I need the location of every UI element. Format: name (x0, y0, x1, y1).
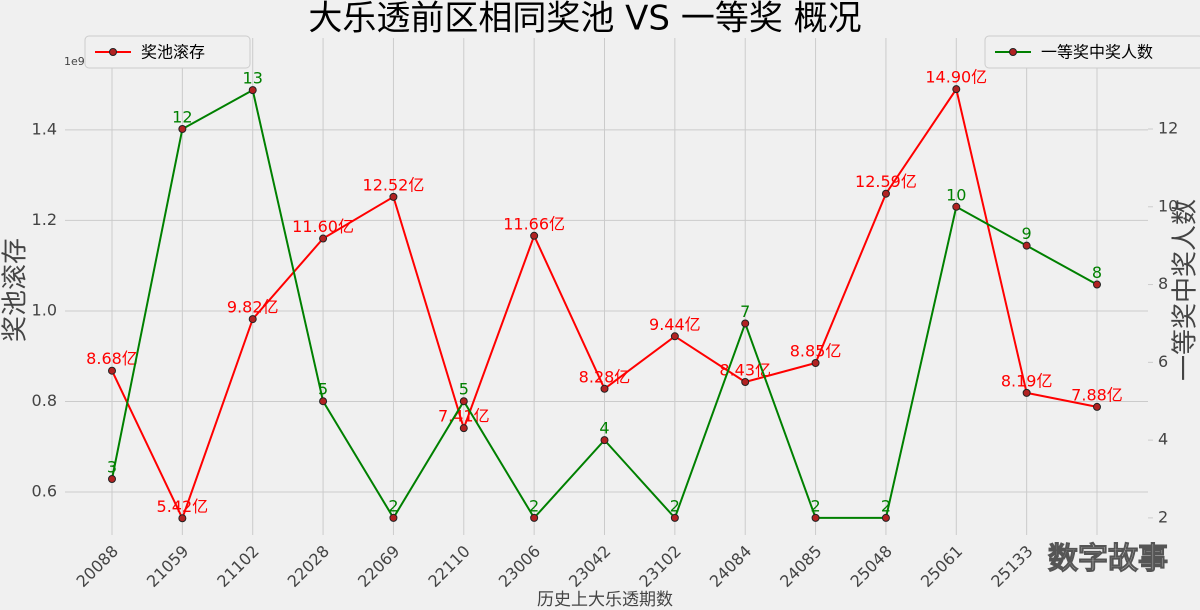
data-label: 5.42亿 (157, 497, 209, 516)
data-label: 2 (881, 496, 891, 515)
y-tick-label: 0.8 (32, 391, 57, 410)
point (881, 189, 890, 198)
data-label: 14.90亿 (925, 68, 987, 87)
point (952, 202, 961, 211)
point (1093, 280, 1101, 289)
point (1022, 241, 1031, 250)
y-tick-label: 1.2 (32, 210, 57, 229)
point (459, 397, 468, 406)
data-label: 9.44亿 (649, 315, 701, 334)
point (389, 192, 398, 201)
point (600, 436, 609, 445)
data-label: 2 (529, 496, 539, 515)
legend-label: 奖池滚存 (141, 43, 205, 62)
point (319, 397, 328, 406)
data-label: 8 (1092, 263, 1102, 282)
data-label: 11.66亿 (503, 214, 565, 233)
point (248, 315, 257, 324)
data-label: 4 (599, 419, 609, 438)
x-tick-label: 22028 (284, 542, 333, 591)
point (670, 332, 679, 341)
x-tick-label: 24084 (706, 542, 755, 591)
legend-marker (1009, 48, 1017, 56)
data-label: 7.41亿 (438, 407, 490, 426)
chart-title: 大乐透前区相同奖池 VS 一等奖 概况 (308, 0, 861, 39)
data-label: 3 (107, 458, 117, 477)
data-label: 11.60亿 (292, 217, 354, 236)
y2-tick-label: 2 (1158, 507, 1168, 526)
point (178, 514, 187, 523)
legend-box (984, 35, 1200, 69)
data-label: 2 (670, 496, 680, 515)
point (530, 513, 539, 522)
x-tick-label: 23102 (635, 542, 684, 591)
point (670, 513, 679, 522)
point (319, 234, 328, 243)
y2-tick-label: 4 (1158, 430, 1168, 449)
x-tick-label: 25061 (917, 542, 966, 591)
point (1093, 402, 1101, 411)
x-tick-label: 22069 (354, 542, 403, 591)
point (811, 513, 820, 522)
data-label: 8.28亿 (579, 367, 631, 386)
data-label: 12 (172, 108, 192, 127)
point (811, 358, 820, 367)
point (881, 513, 890, 522)
y2-tick-label: 10 (1158, 196, 1178, 215)
x-tick-label: 22110 (424, 542, 473, 591)
point (530, 231, 539, 240)
point (1022, 388, 1031, 397)
point (459, 424, 468, 433)
data-label: 9 (1022, 224, 1032, 243)
x-tick-label: 25048 (847, 542, 896, 591)
x-axis-label: 历史上大乐透期数 (537, 590, 673, 610)
data-label: 8.43亿 (719, 361, 771, 380)
y-tick-label: 1.4 (32, 119, 57, 138)
y-axis-label: 奖池滚存 (1, 238, 31, 342)
data-label: 5 (459, 380, 469, 399)
point (741, 319, 750, 328)
data-label: 8.19亿 (1001, 371, 1053, 390)
legend-label: 一等奖中奖人数 (1041, 43, 1153, 62)
x-tick-label: 25133 (987, 542, 1036, 591)
data-label: 13 (243, 69, 263, 88)
point (389, 513, 398, 522)
y2-tick-label: 6 (1158, 352, 1168, 371)
point (741, 378, 750, 387)
point (178, 125, 187, 133)
x-tick-label: 21102 (213, 542, 262, 591)
data-label: 2 (388, 496, 398, 515)
x-tick-label: 23042 (565, 542, 614, 591)
data-label: 7 (740, 302, 750, 321)
data-label: 9.82亿 (227, 298, 279, 317)
data-label: 7.88亿 (1071, 385, 1123, 404)
x-tick-label: 21059 (143, 542, 192, 591)
data-label: 8.85亿 (790, 341, 842, 360)
y-tick-label: 1.0 (32, 300, 57, 319)
watermark: 数字故事 (1048, 542, 1168, 577)
point (108, 475, 116, 483)
data-label: 12.59亿 (855, 172, 917, 191)
legend-box (84, 35, 251, 69)
axis-offset: 1e9 (64, 55, 85, 68)
y-tick-label: 0.6 (32, 481, 57, 500)
point (952, 85, 961, 94)
data-label: 10 (946, 185, 966, 204)
y2-tick-label: 8 (1158, 274, 1168, 293)
legend-marker (109, 48, 117, 56)
data-label: 8.68亿 (86, 349, 138, 368)
y2-tick-label: 12 (1158, 119, 1178, 138)
point (600, 384, 609, 393)
data-label: 2 (810, 496, 820, 515)
x-tick-label: 23006 (495, 542, 544, 591)
point (108, 366, 116, 375)
x-tick-label: 24085 (776, 542, 825, 591)
data-label: 5 (318, 380, 328, 399)
data-label: 12.52亿 (363, 175, 425, 194)
x-tick-label: 20088 (73, 542, 122, 591)
point (248, 86, 257, 95)
y2-axis-label: 一等奖中奖人数 (1171, 199, 1200, 381)
